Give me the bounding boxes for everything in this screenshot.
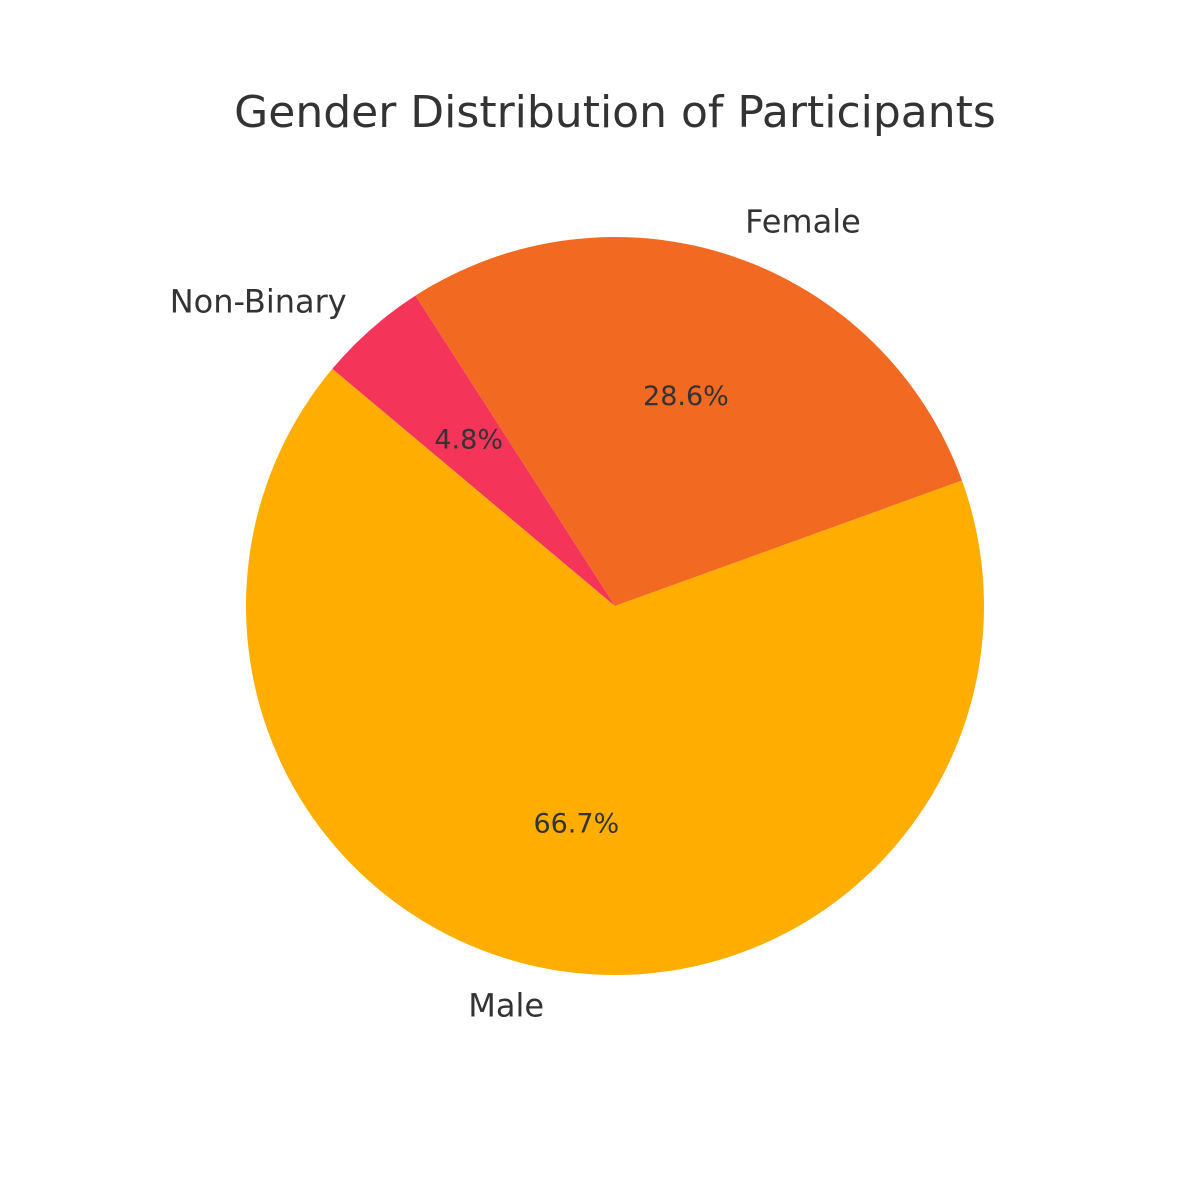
pie-slice-male (245, 368, 984, 975)
pie-labels: Male 66.7% Female 28.6% Non-Binary 4.8% (170, 203, 861, 1025)
slice-label-non-binary: Non-Binary (170, 282, 347, 320)
chart-title: Gender Distribution of Participants (234, 87, 996, 138)
slice-label-female: Female (745, 203, 861, 241)
pie-slice-female (415, 236, 963, 606)
slice-percent-non-binary: 4.8% (434, 424, 503, 455)
slice-label-male: Male (468, 987, 544, 1025)
pie-slice-non-binary (332, 295, 615, 606)
slice-percent-male: 66.7% (533, 809, 619, 840)
slice-percent-female: 28.6% (643, 381, 729, 412)
pie-slices (245, 236, 984, 975)
